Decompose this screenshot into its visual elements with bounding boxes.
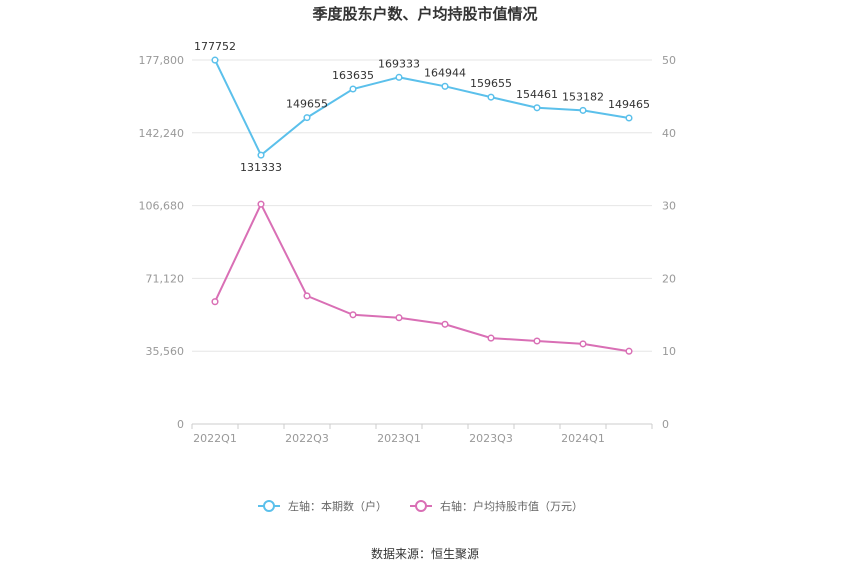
data-label: 149465 — [608, 98, 650, 111]
right-tick-label: 40 — [662, 127, 676, 140]
data-point[interactable] — [579, 106, 587, 114]
right-tick-label: 50 — [662, 54, 676, 67]
data-point[interactable] — [211, 56, 219, 64]
data-point[interactable] — [579, 340, 587, 348]
right-tick-label: 30 — [662, 200, 676, 213]
right-tick-label: 0 — [662, 418, 669, 431]
right-axis-ticks: 0 10 20 30 40 50 — [662, 54, 676, 431]
data-point[interactable] — [533, 104, 541, 112]
left-tick-label: 71,120 — [146, 272, 185, 285]
series-layer: 177752 131333 149655 163635 169333 164944 1596… — [194, 40, 650, 355]
data-point[interactable] — [487, 334, 495, 342]
right-tick-label: 10 — [662, 345, 676, 358]
left-axis-ticks: 0 35,560 71,120 106,680 142,240 177,800 — [139, 54, 185, 431]
legend-marker — [415, 500, 427, 512]
data-point[interactable] — [487, 93, 495, 101]
left-tick-label: 0 — [177, 418, 184, 431]
legend[interactable]: 左轴：本期数（户） 右轴：户均持股市值（万元） — [258, 499, 583, 513]
data-point[interactable] — [395, 73, 403, 81]
data-label: 153182 — [562, 90, 604, 103]
data-point[interactable] — [349, 311, 357, 319]
x-tick-label: 2024Q1 — [561, 432, 605, 445]
data-point[interactable] — [625, 347, 633, 355]
grid-lines — [192, 59, 652, 425]
data-label: 177752 — [194, 40, 236, 53]
x-tick-label: 2022Q1 — [193, 432, 237, 445]
series-line-1 — [214, 59, 630, 157]
data-point[interactable] — [211, 298, 219, 306]
left-tick-label: 177,800 — [139, 54, 185, 67]
legend-label: 右轴：户均持股市值（万元） — [440, 499, 583, 513]
x-tick-label: 2022Q3 — [285, 432, 329, 445]
x-axis-ticks: 2022Q1 2022Q3 2023Q1 2023Q3 2024Q1 — [191, 424, 653, 445]
left-tick-label: 142,240 — [139, 127, 185, 140]
data-label: 159655 — [470, 77, 512, 90]
data-point[interactable] — [257, 151, 265, 159]
left-tick-label: 35,560 — [146, 345, 185, 358]
data-point[interactable] — [441, 82, 449, 90]
data-label: 163635 — [332, 69, 374, 82]
data-point[interactable] — [303, 114, 311, 122]
legend-label: 左轴：本期数（户） — [288, 499, 387, 513]
x-tick-label: 2023Q1 — [377, 432, 421, 445]
chart-title: 季度股东户数、户均持股市值情况 — [312, 5, 537, 23]
data-point[interactable] — [533, 337, 541, 345]
data-point[interactable] — [625, 114, 633, 122]
data-label: 154461 — [516, 88, 558, 101]
left-tick-label: 106,680 — [139, 200, 185, 213]
data-point[interactable] — [349, 85, 357, 93]
data-label: 169333 — [378, 57, 420, 70]
data-point[interactable] — [303, 292, 311, 300]
legend-item-1[interactable]: 左轴：本期数（户） — [258, 499, 387, 513]
right-tick-label: 20 — [662, 272, 676, 285]
data-point[interactable] — [257, 200, 265, 208]
data-point[interactable] — [441, 320, 449, 328]
data-label: 164944 — [424, 66, 466, 79]
source-note: 数据来源：恒生聚源 — [371, 546, 479, 561]
data-label: 149655 — [286, 98, 328, 111]
legend-marker — [263, 500, 275, 512]
data-point[interactable] — [395, 314, 403, 322]
series-line-2 — [214, 201, 630, 353]
legend-item-2[interactable]: 右轴：户均持股市值（万元） — [410, 499, 583, 513]
x-tick-label: 2023Q3 — [469, 432, 513, 445]
data-label: 131333 — [240, 161, 282, 174]
